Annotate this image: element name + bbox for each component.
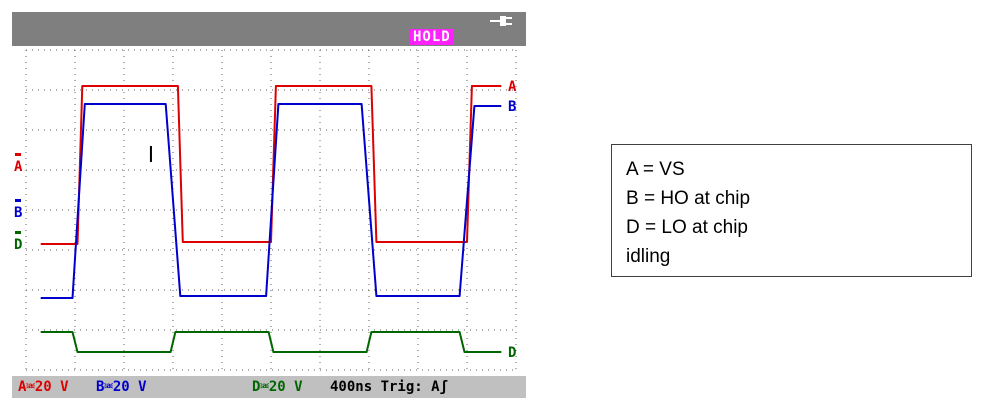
plot-traces <box>40 85 502 353</box>
trace-end-label-b: B <box>508 99 516 115</box>
ground-tick-d <box>15 231 21 234</box>
channel-d-range: D⎃20 V <box>252 379 303 395</box>
channel-a-range: A⎃20 V <box>18 379 69 395</box>
plug-icon <box>490 16 512 26</box>
legend-line-a: A = VS <box>626 159 685 180</box>
ground-marker-d: D <box>14 237 22 253</box>
hold-badge: HOLD <box>410 29 454 45</box>
ground-marker-a: A <box>14 159 23 175</box>
plot-grid <box>25 49 517 371</box>
legend-box: A = VS B = HO at chip D = LO at chip idl… <box>611 144 972 277</box>
legend-line-d: D = LO at chip <box>626 217 748 238</box>
trace-end-label-d: D <box>508 345 516 361</box>
trace-a <box>40 85 502 245</box>
scope-bottom-bar: A⎃20 V B⎃20 V D⎃20 V 400ns Trig: Aʃ <box>12 376 526 398</box>
trace-d <box>40 331 502 353</box>
channel-b-range: B⎃20 V <box>96 379 147 395</box>
ground-tick-b <box>15 199 21 202</box>
timebase-trigger: 400ns Trig: Aʃ <box>330 379 449 395</box>
ground-tick-a <box>15 153 21 156</box>
legend-line-b: B = HO at chip <box>626 188 751 209</box>
trace-b <box>40 103 502 299</box>
trace-end-label-a: A <box>508 79 517 95</box>
ground-marker-b: B <box>14 205 22 221</box>
legend-line-status: idling <box>626 246 671 267</box>
